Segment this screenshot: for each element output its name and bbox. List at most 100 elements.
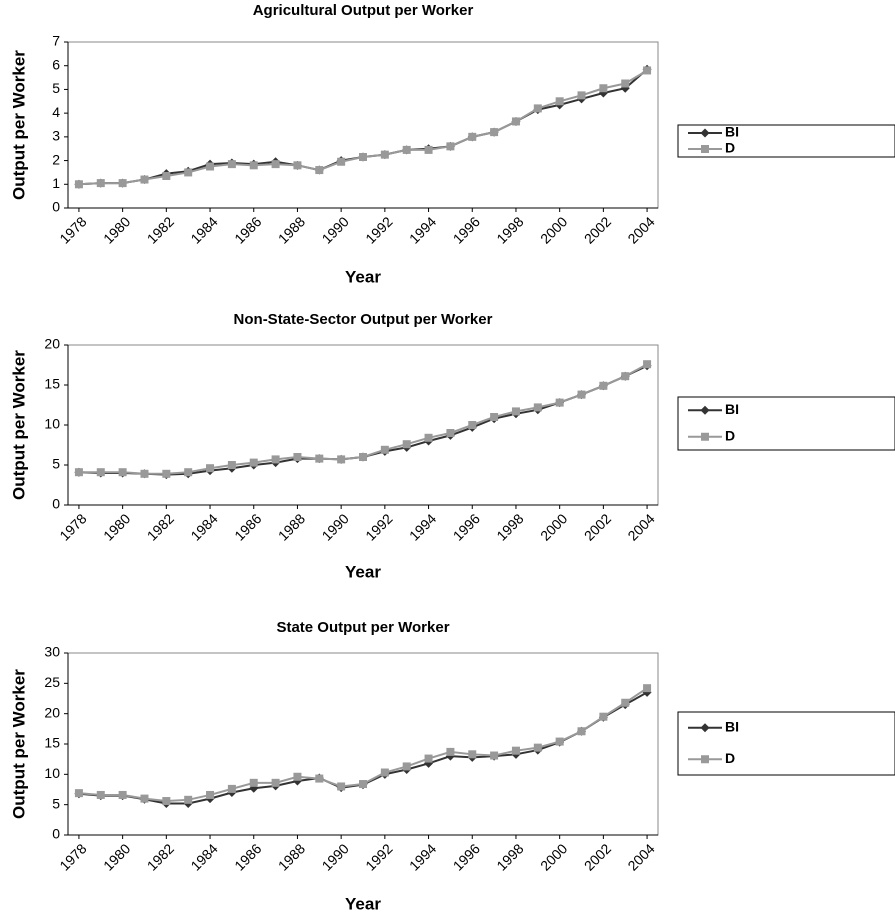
- plot-area: [67, 344, 659, 506]
- point: [621, 698, 630, 707]
- point: [271, 160, 280, 169]
- y-tick-label: 2: [52, 151, 60, 167]
- y-tick-label: 3: [52, 128, 60, 144]
- x-tick-label: 1996: [450, 510, 483, 543]
- point: [533, 403, 542, 412]
- x-tick-label: 1998: [493, 510, 526, 543]
- point: [643, 66, 652, 75]
- y-axis-title: Output per Worker: [9, 50, 28, 200]
- x-tick-label: 1990: [319, 213, 352, 246]
- legend-box: [677, 396, 895, 451]
- point: [577, 390, 586, 399]
- point: [577, 727, 586, 736]
- point: [293, 453, 302, 461]
- x-tick-label: 1984: [187, 213, 220, 246]
- legend-marker: [701, 432, 709, 441]
- point: [424, 145, 433, 154]
- x-tick-label: 1986: [231, 840, 264, 873]
- point: [424, 754, 433, 763]
- point: [162, 469, 171, 478]
- point: [227, 160, 236, 169]
- x-tick-label: 1990: [319, 840, 352, 873]
- x-tick-label: 1988: [275, 510, 308, 543]
- point: [643, 360, 652, 369]
- legend-label: BI: [725, 401, 739, 417]
- chart-title: State Output per Worker: [276, 619, 449, 636]
- y-tick-label: 7: [52, 33, 60, 49]
- x-tick-label: 1982: [144, 213, 177, 246]
- y-tick-label: 5: [52, 456, 60, 472]
- y-tick-label: 25: [44, 674, 60, 690]
- point: [337, 157, 346, 166]
- legend-label: BI: [725, 124, 739, 140]
- point: [533, 104, 542, 113]
- y-tick-label: 15: [44, 376, 60, 392]
- x-tick-label: 1998: [493, 840, 526, 873]
- point: [74, 468, 83, 477]
- x-axis-title: Year: [345, 562, 381, 581]
- point: [315, 166, 324, 175]
- legend-marker: [701, 145, 709, 153]
- point: [140, 794, 149, 803]
- point: [490, 751, 499, 760]
- y-tick-label: 6: [52, 56, 60, 72]
- point: [271, 455, 280, 464]
- y-tick-label: 5: [52, 795, 60, 811]
- x-tick-label: 2004: [624, 213, 657, 246]
- point: [555, 97, 564, 106]
- y-axis-title: Output per Worker: [9, 350, 28, 500]
- x-tick-label: 2002: [581, 213, 614, 246]
- point: [293, 161, 302, 170]
- x-tick-label: 1978: [56, 213, 89, 246]
- x-tick-label: 1978: [56, 510, 89, 543]
- y-tick-label: 15: [44, 735, 60, 751]
- point: [249, 161, 258, 170]
- point: [511, 407, 520, 416]
- point: [555, 737, 564, 746]
- point: [249, 458, 258, 467]
- x-tick-label: 1994: [406, 213, 439, 246]
- point: [446, 747, 455, 756]
- point: [162, 797, 171, 806]
- x-tick-label: 1992: [362, 840, 395, 873]
- legend-box: [677, 124, 895, 158]
- point: [271, 778, 280, 787]
- x-tick-label: 1978: [56, 840, 89, 873]
- point: [380, 150, 389, 159]
- x-tick-label: 2002: [581, 510, 614, 543]
- plot-area: [67, 652, 659, 836]
- point: [599, 712, 608, 721]
- point: [511, 746, 520, 755]
- point: [184, 168, 193, 177]
- x-tick-label: 1988: [275, 213, 308, 246]
- point: [643, 684, 652, 693]
- point: [446, 429, 455, 437]
- x-tick-label: 2002: [581, 840, 614, 873]
- point: [162, 171, 171, 180]
- x-tick-label: 2004: [624, 510, 657, 543]
- point: [446, 142, 455, 151]
- legend-marker: [701, 755, 709, 764]
- chart-title: Agricultural Output per Worker: [253, 2, 474, 19]
- y-tick-label: 10: [44, 416, 60, 432]
- point: [380, 768, 389, 777]
- x-tick-label: 1990: [319, 510, 352, 543]
- point: [315, 454, 324, 463]
- point: [490, 128, 499, 137]
- point: [96, 790, 105, 799]
- x-tick-label: 1984: [187, 510, 220, 543]
- point: [74, 180, 83, 189]
- y-tick-label: 0: [52, 826, 60, 842]
- y-tick-label: 30: [44, 644, 60, 660]
- point: [621, 79, 630, 88]
- point: [468, 421, 477, 429]
- point: [249, 778, 258, 787]
- point: [140, 175, 149, 184]
- point: [380, 445, 389, 454]
- point: [511, 117, 520, 126]
- point: [184, 795, 193, 804]
- legend-marker: [700, 723, 710, 733]
- point: [402, 145, 411, 154]
- point: [337, 455, 346, 464]
